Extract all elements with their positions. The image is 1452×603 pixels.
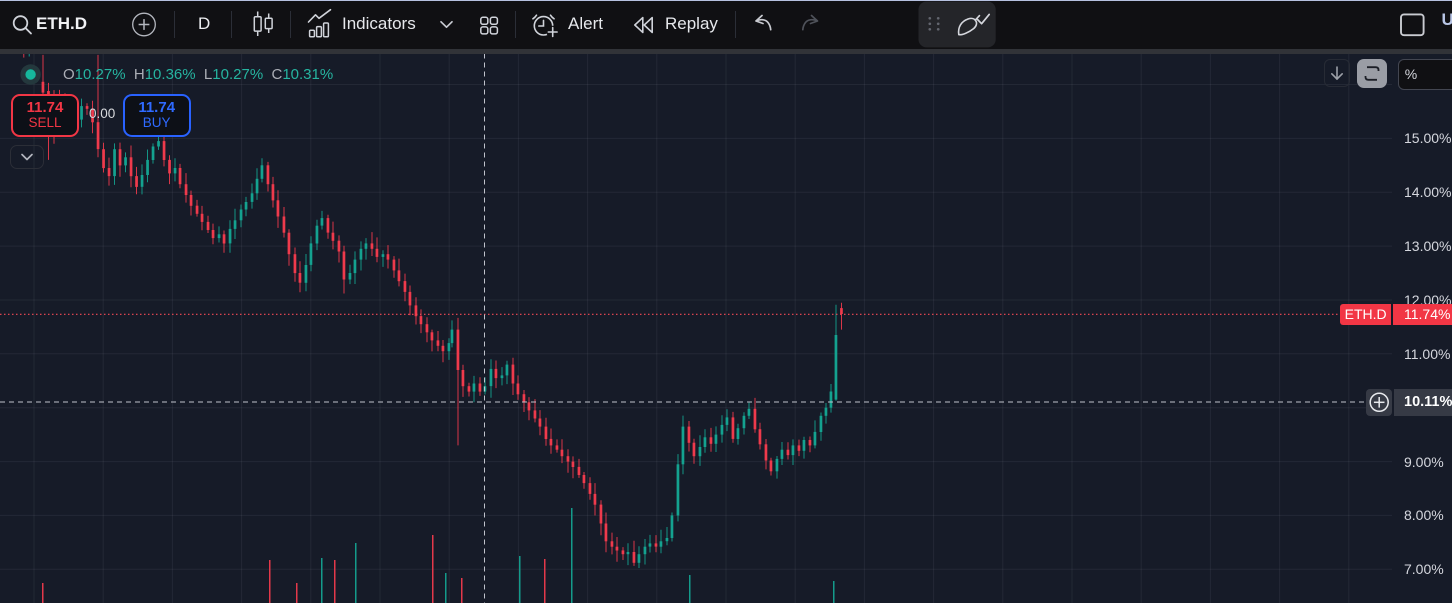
svg-text:U: U: [1442, 10, 1452, 29]
